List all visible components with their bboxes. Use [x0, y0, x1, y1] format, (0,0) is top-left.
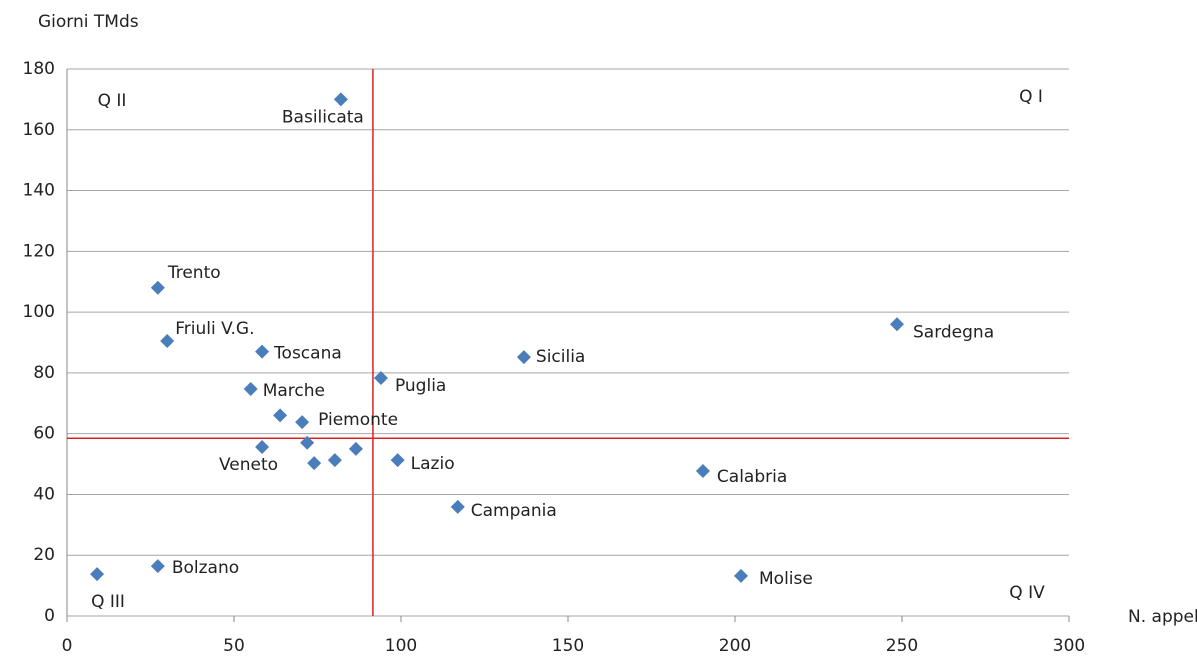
- point-label: Sardegna: [913, 322, 994, 342]
- point-label: Piemonte: [318, 410, 398, 430]
- x-tick-label: 0: [62, 636, 73, 656]
- x-tick-label: 300: [1053, 636, 1085, 656]
- point: [307, 456, 322, 471]
- y-tick-label: 0: [44, 606, 55, 626]
- point: [450, 499, 465, 514]
- x-tick-label: 150: [552, 636, 584, 656]
- point-label: Veneto: [219, 455, 278, 475]
- y-axis-title: Giorni TMds: [38, 12, 139, 32]
- point: [390, 453, 405, 468]
- point-label: Basilicata: [282, 107, 364, 127]
- y-tick-label: 180: [23, 59, 55, 79]
- point-label: Sicilia: [536, 347, 585, 367]
- quadrant-label: Q IV: [1009, 583, 1045, 603]
- quadrant-label: Q II: [98, 91, 127, 111]
- point-label: Molise: [759, 569, 813, 589]
- y-tick-label: 80: [33, 363, 55, 383]
- y-tick-label: 140: [23, 181, 55, 201]
- x-axis-title: N. appelli: [1128, 607, 1197, 627]
- y-tick-label: 120: [23, 241, 55, 261]
- point: [348, 441, 363, 456]
- quadrant-label: Q III: [91, 592, 125, 612]
- point-label: Toscana: [273, 344, 342, 364]
- point-label: Marche: [263, 381, 325, 401]
- point: [300, 435, 315, 450]
- x-tick-label: 200: [719, 636, 751, 656]
- point-label: Lazio: [411, 454, 455, 474]
- x-tick-label: 100: [385, 636, 417, 656]
- point-label: Friuli V.G.: [175, 319, 254, 339]
- y-tick-label: 160: [23, 120, 55, 140]
- y-tick-label: 60: [33, 424, 55, 444]
- point: [160, 333, 175, 348]
- y-tick-label: 20: [33, 545, 55, 565]
- point: [255, 440, 270, 455]
- point: [333, 92, 348, 107]
- point-label: Puglia: [395, 376, 446, 396]
- point-label: Campania: [471, 501, 557, 521]
- point: [273, 408, 288, 423]
- point: [90, 567, 105, 582]
- point: [516, 350, 531, 365]
- y-tick-label: 40: [33, 484, 55, 504]
- point: [150, 280, 165, 295]
- point: [373, 371, 388, 386]
- point: [327, 453, 342, 468]
- point: [295, 415, 310, 430]
- point: [243, 381, 258, 396]
- point: [734, 568, 749, 583]
- x-tick-label: 250: [886, 636, 918, 656]
- quadrant-label: Q I: [1019, 87, 1043, 107]
- y-tick-label: 100: [23, 302, 55, 322]
- point: [255, 344, 270, 359]
- point-label: Bolzano: [172, 558, 239, 578]
- point-label: Calabria: [717, 467, 787, 487]
- point: [695, 464, 710, 479]
- x-tick-label: 50: [223, 636, 245, 656]
- point-label: Trento: [167, 263, 221, 283]
- point: [150, 559, 165, 574]
- point: [889, 317, 904, 332]
